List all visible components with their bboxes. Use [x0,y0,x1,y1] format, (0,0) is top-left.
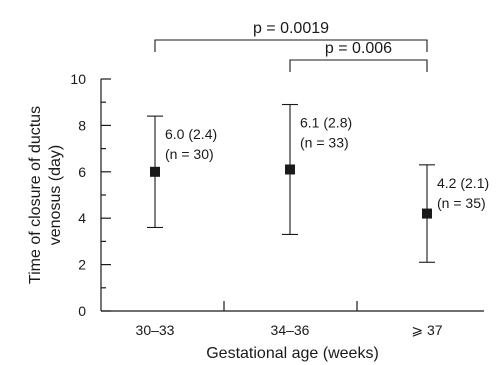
p-value-label: p = 0.006 [325,40,392,57]
significance-bracket [154,39,428,52]
y-axis-title: Time of closure of ductus [27,106,44,284]
y-tick-label: 6 [78,164,86,180]
data-label: (n = 35) [437,195,486,211]
y-tick-label: 0 [78,303,86,319]
data-label: 6.0 (2.4) [165,126,217,142]
axis-labels: Gestational age (weeks) Time of closure o… [27,106,379,362]
data-marks: 6.0 (2.4) (n = 30) 6.1 (2.8) (n = 33) 4.2 (2… [147,103,489,263]
x-ticks: 30–33 34–36 ⩾ 37 [136,301,443,338]
y-tick-label: 2 [78,257,86,273]
y-tick-label: 4 [78,210,86,226]
data-label: (n = 30) [165,146,214,162]
data-label: 4.2 (2.1) [437,175,489,191]
x-tick-label: 34–36 [271,322,310,338]
x-tick-label: 30–33 [136,322,175,338]
mean-marker [150,166,160,177]
x-axis-title: Gestational age (weeks) [206,345,379,362]
y-tick-label: 8 [78,117,86,133]
p-value-label: p = 0.0019 [253,20,329,37]
y-tick-label: 10 [70,71,86,87]
data-label: 6.1 (2.8) [300,115,352,131]
y-axis-title: venosus (day) [47,145,64,246]
significance-bracket [289,59,428,72]
significance-brackets: p = 0.0019 p = 0.006 [154,20,428,72]
y-ticks: 0 2 4 6 8 10 [70,71,111,319]
data-label: (n = 33) [300,135,349,151]
mean-marker [422,208,432,219]
mean-marker [285,164,295,175]
x-tick-label: ⩾ 37 [411,322,442,338]
